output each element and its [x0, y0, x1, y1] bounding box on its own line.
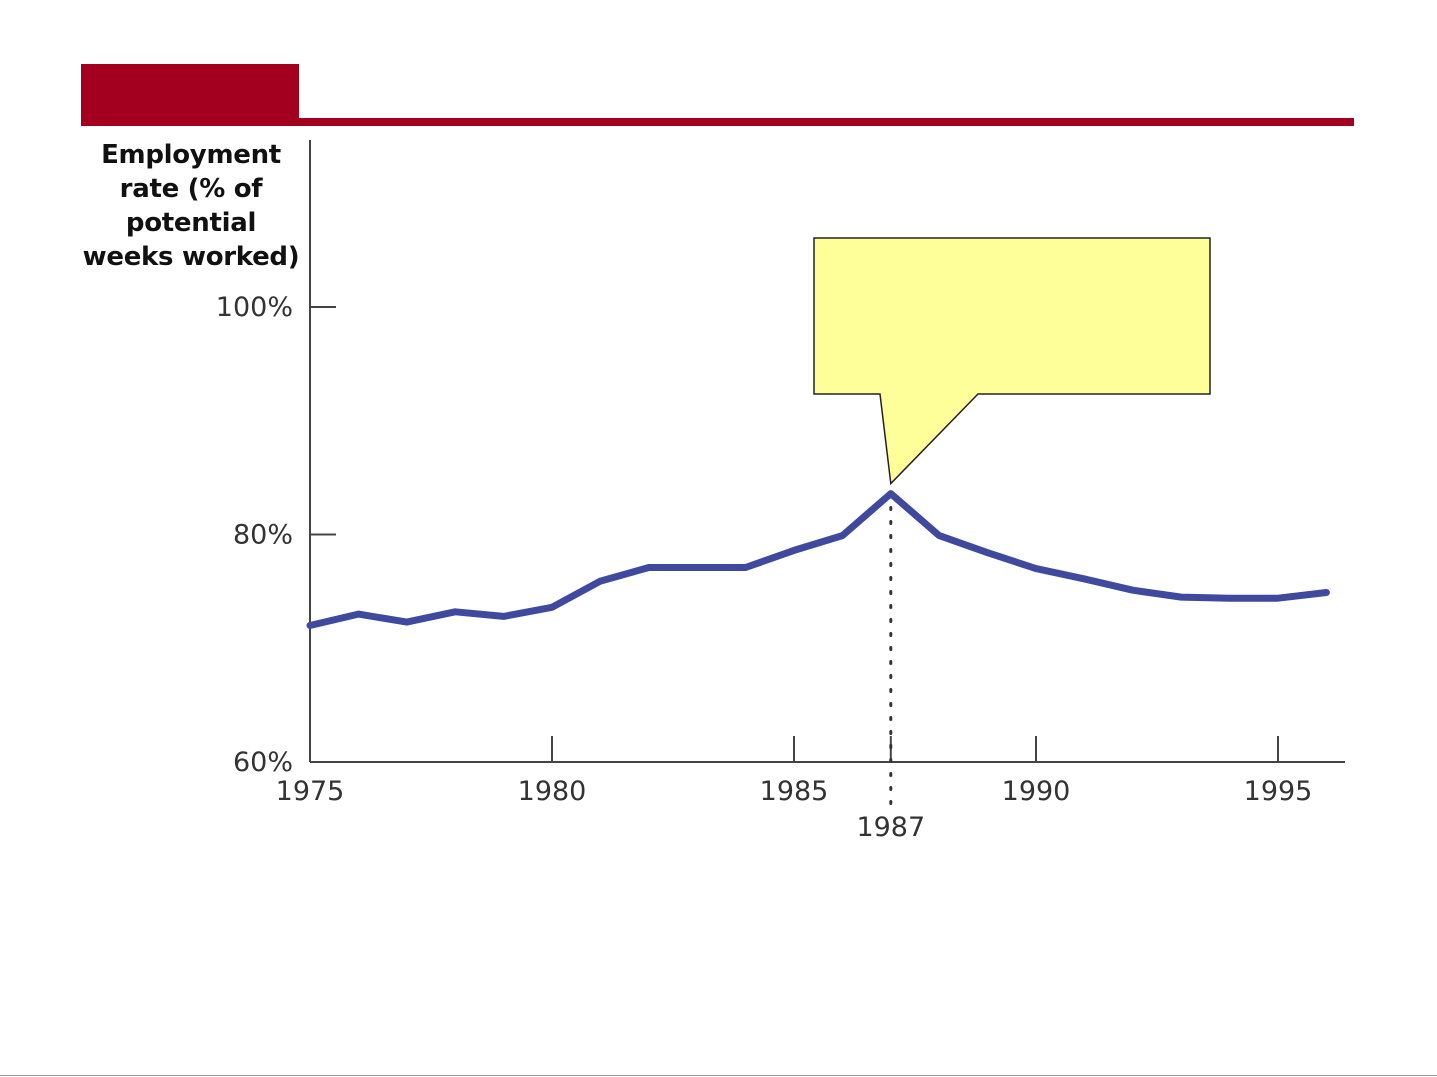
- data-point: [645, 564, 652, 571]
- data-point: [1178, 593, 1185, 601]
- data-point: [1323, 589, 1330, 596]
- y-tick-label: 80%: [233, 520, 293, 551]
- data-point: [1081, 575, 1088, 583]
- callout-box: [813, 237, 1211, 486]
- y-tick-label: 60%: [233, 747, 293, 778]
- series-line-employment-rate: [306, 490, 1330, 629]
- chart-annotations: [813, 237, 1211, 814]
- x-tick-label: 1987: [856, 812, 925, 843]
- chart-axes: [309, 140, 1345, 763]
- data-point: [694, 564, 701, 571]
- data-point: [839, 532, 846, 539]
- x-tick-label: 1975: [276, 776, 345, 807]
- data-point: [1226, 595, 1233, 602]
- y-tick-label: 100%: [216, 292, 293, 323]
- data-point: [984, 549, 991, 556]
- data-point: [1129, 587, 1137, 594]
- data-point: [548, 604, 556, 611]
- data-point: [403, 618, 410, 626]
- data-point: [1274, 595, 1282, 602]
- data-point: [597, 577, 604, 585]
- slide-bottom-rule: [0, 1075, 1437, 1076]
- x-tick-label: 1980: [518, 776, 587, 807]
- data-point: [452, 608, 459, 616]
- x-tick-label: 1985: [760, 776, 829, 807]
- x-tick-label: 1990: [1002, 776, 1071, 807]
- data-point: [500, 613, 507, 620]
- data-point: [790, 547, 798, 554]
- title-rule: [81, 118, 1354, 126]
- data-point: [355, 610, 362, 618]
- x-tick-label: 1995: [1244, 776, 1313, 807]
- tick-labels: 60% 80% 100% 1975 1980 1985 1987 1990 1995: [216, 292, 1313, 843]
- data-point: [887, 490, 894, 497]
- y-axis-label: Employment rate (% of potential weeks wo…: [82, 140, 300, 272]
- data-point: [742, 564, 749, 571]
- data-point: [306, 622, 314, 629]
- title-accent-block: [81, 64, 299, 126]
- data-point: [1032, 565, 1040, 572]
- chart-series: [306, 490, 1330, 629]
- data-point: [936, 532, 943, 539]
